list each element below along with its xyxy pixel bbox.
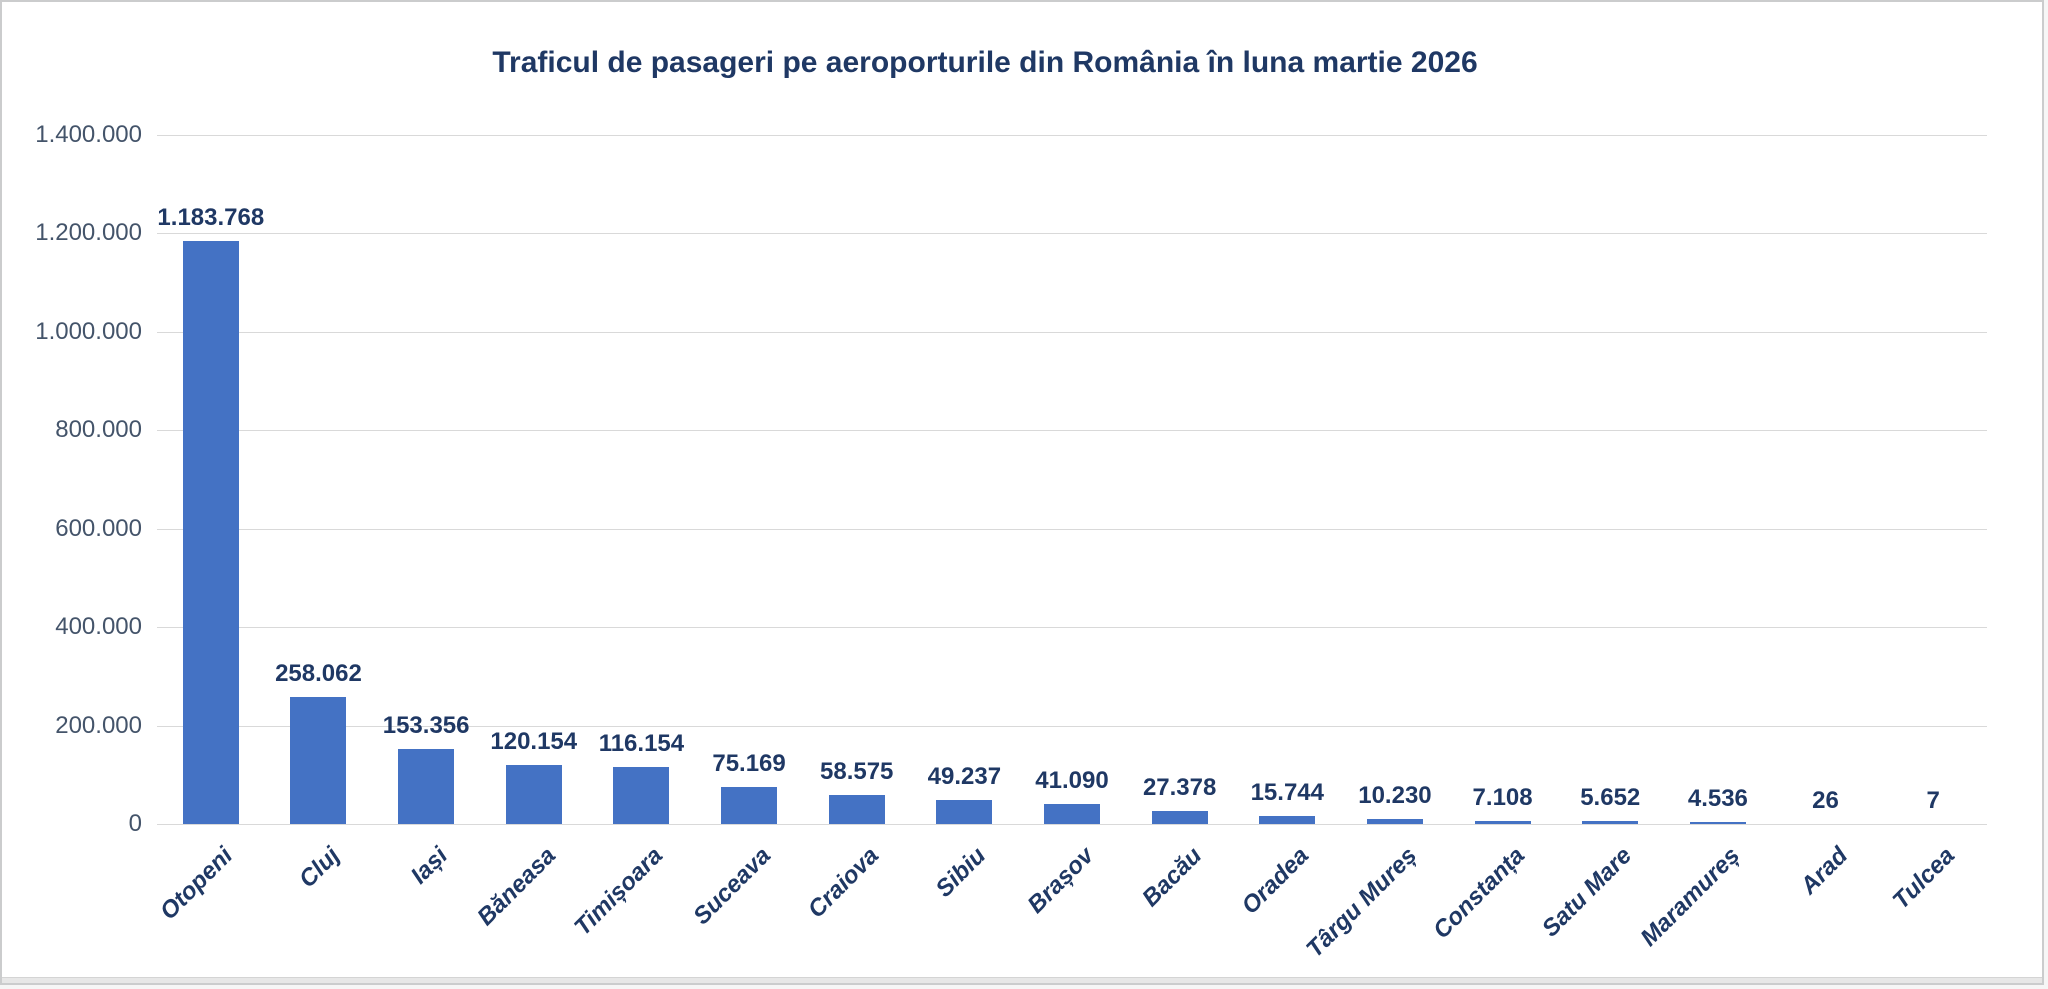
bar [721,787,778,824]
chart-title: Traficul de pasageri pe aeroporturile di… [492,46,1478,79]
x-tick-label: Sibiu [930,842,992,903]
x-tick-label: Cluj [294,842,346,894]
bar-value-label: 49.237 [927,762,1002,790]
x-tick-label: Arad [1794,842,1853,900]
x-tick-label: Maramureș [1635,842,1745,952]
plot-area: 1.183.768 258.062 153.356 120.154 116.154 75.… [157,135,1987,825]
x-tick-label: Băneasa [471,842,561,931]
bar-value-label: 258.062 [275,660,362,687]
bar [936,799,993,824]
y-tick-label: 0 [128,810,142,837]
y-tick-label: 200.000 [55,711,142,739]
bar [290,697,347,824]
x-tick-label: Iași [405,842,454,890]
bar [1044,803,1100,824]
y-tick-label: 1.200.000 [35,219,142,247]
bar-value-label: 4.536 [1687,784,1748,812]
bar-value-label: 7 [1926,787,1940,814]
gridline [157,627,1987,629]
y-tick-label: 600.000 [55,514,142,542]
bar [182,241,239,824]
y-tick-label: 1.000.000 [35,317,142,345]
bar-value-label: 1.183.768 [157,204,265,232]
bar-value-label: 41.090 [1035,766,1109,794]
bar [828,795,885,824]
x-tick-label: Satu Mare [1537,842,1638,943]
x-tick-label: Timișoara [569,842,669,941]
bottom-strip [2,977,2042,983]
bar-value-label: 153.356 [382,711,470,739]
gridline [157,824,1987,825]
y-tick-label: 1.400.000 [35,121,142,148]
x-tick-label: Craiova [802,842,884,924]
bar [1582,821,1639,824]
bar [398,748,455,824]
x-tick-label: Târgu Mureș [1301,842,1423,963]
bar-value-label: 27.378 [1142,773,1217,801]
x-tick-label: Constanța [1427,842,1530,945]
x-tick-label: Bacău [1136,842,1207,913]
x-tick-label: Suceava [688,842,777,930]
gridline [157,528,1987,530]
x-tick-label: Otopeni [154,842,238,926]
bar [505,764,562,824]
gridline [157,430,1987,432]
bar [1151,810,1208,824]
bar [1259,816,1316,824]
gridline [157,331,1987,333]
bar-value-label: 75.169 [712,750,786,778]
y-tick-label: 800.000 [55,416,142,444]
bar-value-label: 120.154 [490,727,578,755]
bar-value-label: 116.154 [598,729,685,757]
bar-value-label: 58.575 [820,758,894,786]
x-tick-label: Brașov [1022,842,1100,919]
x-tick-label: Oradea [1236,842,1315,920]
bar-value-label: 7.108 [1472,783,1533,811]
y-tick-label: 400.000 [55,613,142,641]
bar [613,766,670,824]
bar [1474,820,1531,824]
bar-value-label: 10.230 [1358,781,1432,809]
bar-value-label: 15.744 [1250,779,1324,807]
gridline [157,233,1987,235]
gridline [157,725,1987,727]
x-tick-label: Tulcea [1887,842,1961,915]
gridline [157,135,1987,136]
bar [1689,821,1746,824]
bar-value-label: 5.652 [1580,784,1641,812]
bar-value-label: 26 [1812,787,1839,814]
bar [1366,818,1423,824]
